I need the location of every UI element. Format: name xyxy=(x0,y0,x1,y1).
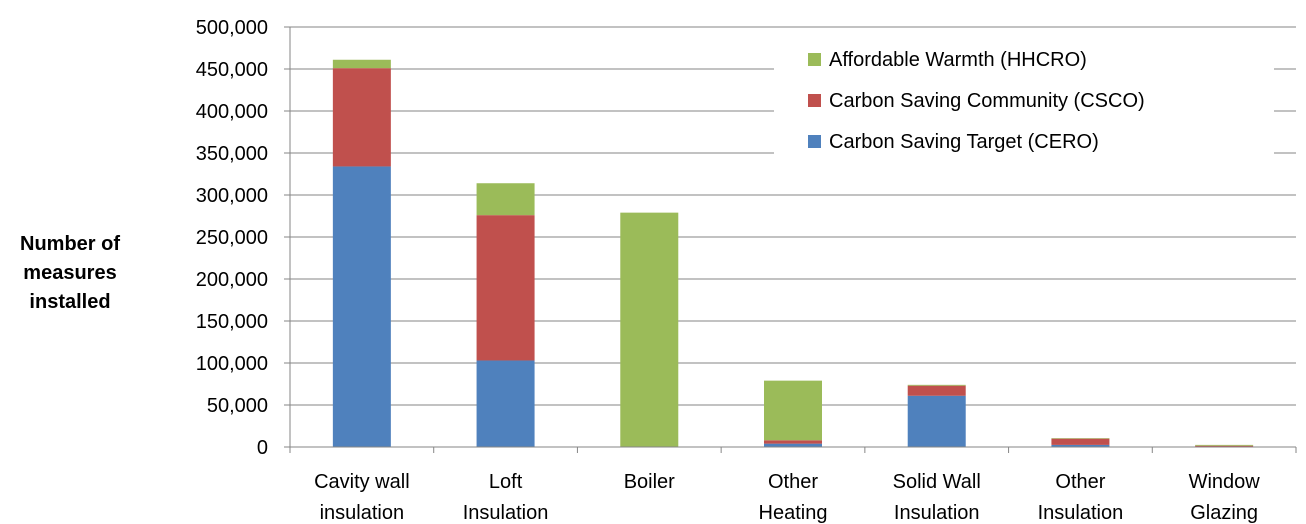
x-category-label: Other Heating xyxy=(759,471,828,524)
bar-segment-1 xyxy=(1051,444,1110,447)
y-tick-label: 150,000 xyxy=(196,311,268,333)
bar-segment-2 xyxy=(764,440,822,444)
y-tick-label: 100,000 xyxy=(196,353,268,375)
x-category-label: Cavity wall insulation xyxy=(314,471,410,524)
bar-segment-2 xyxy=(1051,438,1110,445)
bars xyxy=(332,59,1254,447)
x-category-label: Solid Wall Insulation xyxy=(893,471,981,524)
bar-segment-3 xyxy=(907,384,966,386)
bar-segment-1 xyxy=(476,360,535,447)
bar-segment-2 xyxy=(907,385,966,396)
y-tick-label: 200,000 xyxy=(196,269,268,291)
y-tick-label: 50,000 xyxy=(207,395,268,417)
bar-segment-1 xyxy=(332,166,391,447)
legend-background xyxy=(774,37,1274,163)
axes xyxy=(284,26,1297,453)
legend-label: Carbon Saving Community (CSCO) xyxy=(829,90,1145,112)
x-category-label: Other Insulation xyxy=(1038,471,1124,524)
x-category-label: Boiler xyxy=(624,471,675,493)
y-tick-label: 450,000 xyxy=(196,59,268,81)
y-tick-label: 500,000 xyxy=(196,17,268,39)
y-tick-label: 350,000 xyxy=(196,143,268,165)
bar-segment-2 xyxy=(332,68,391,167)
y-tick-label: 250,000 xyxy=(196,227,268,249)
bar-segment-3 xyxy=(1195,444,1254,446)
bar-segment-1 xyxy=(907,395,966,447)
y-tick-label: 300,000 xyxy=(196,185,268,207)
bar-segment-3 xyxy=(1051,438,1110,439)
bar-segment-2 xyxy=(1195,445,1254,447)
bar-segment-3 xyxy=(620,212,679,447)
x-category-label: Window Glazing xyxy=(1189,471,1261,524)
legend-swatch xyxy=(808,135,821,148)
y-tick-label: 400,000 xyxy=(196,101,268,123)
x-category-labels: Cavity wall insulation Loft Insulation Boile… xyxy=(314,471,1260,524)
legend-swatch xyxy=(808,53,821,66)
y-axis-label: Number of measures installed xyxy=(20,233,120,313)
legend-swatch xyxy=(808,94,821,107)
bar-segment-2 xyxy=(476,215,535,361)
bar-segment-3 xyxy=(332,59,391,69)
y-tick-label: 0 xyxy=(257,437,268,459)
legend: Affordable Warmth (HHCRO) Carbon Saving C… xyxy=(774,37,1274,163)
bar-segment-3 xyxy=(476,183,535,216)
legend-label: Affordable Warmth (HHCRO) xyxy=(829,49,1087,71)
bar-segment-3 xyxy=(764,380,822,441)
x-category-label: Loft Insulation xyxy=(463,471,549,524)
y-axis-label-text: Number of measures installed xyxy=(20,233,120,313)
legend-label: Carbon Saving Target (CERO) xyxy=(829,131,1099,153)
y-tick-labels: 0 50,000 100,000 150,000 200,000 250,000 300,0… xyxy=(196,17,268,459)
bar-segment-1 xyxy=(764,443,822,447)
